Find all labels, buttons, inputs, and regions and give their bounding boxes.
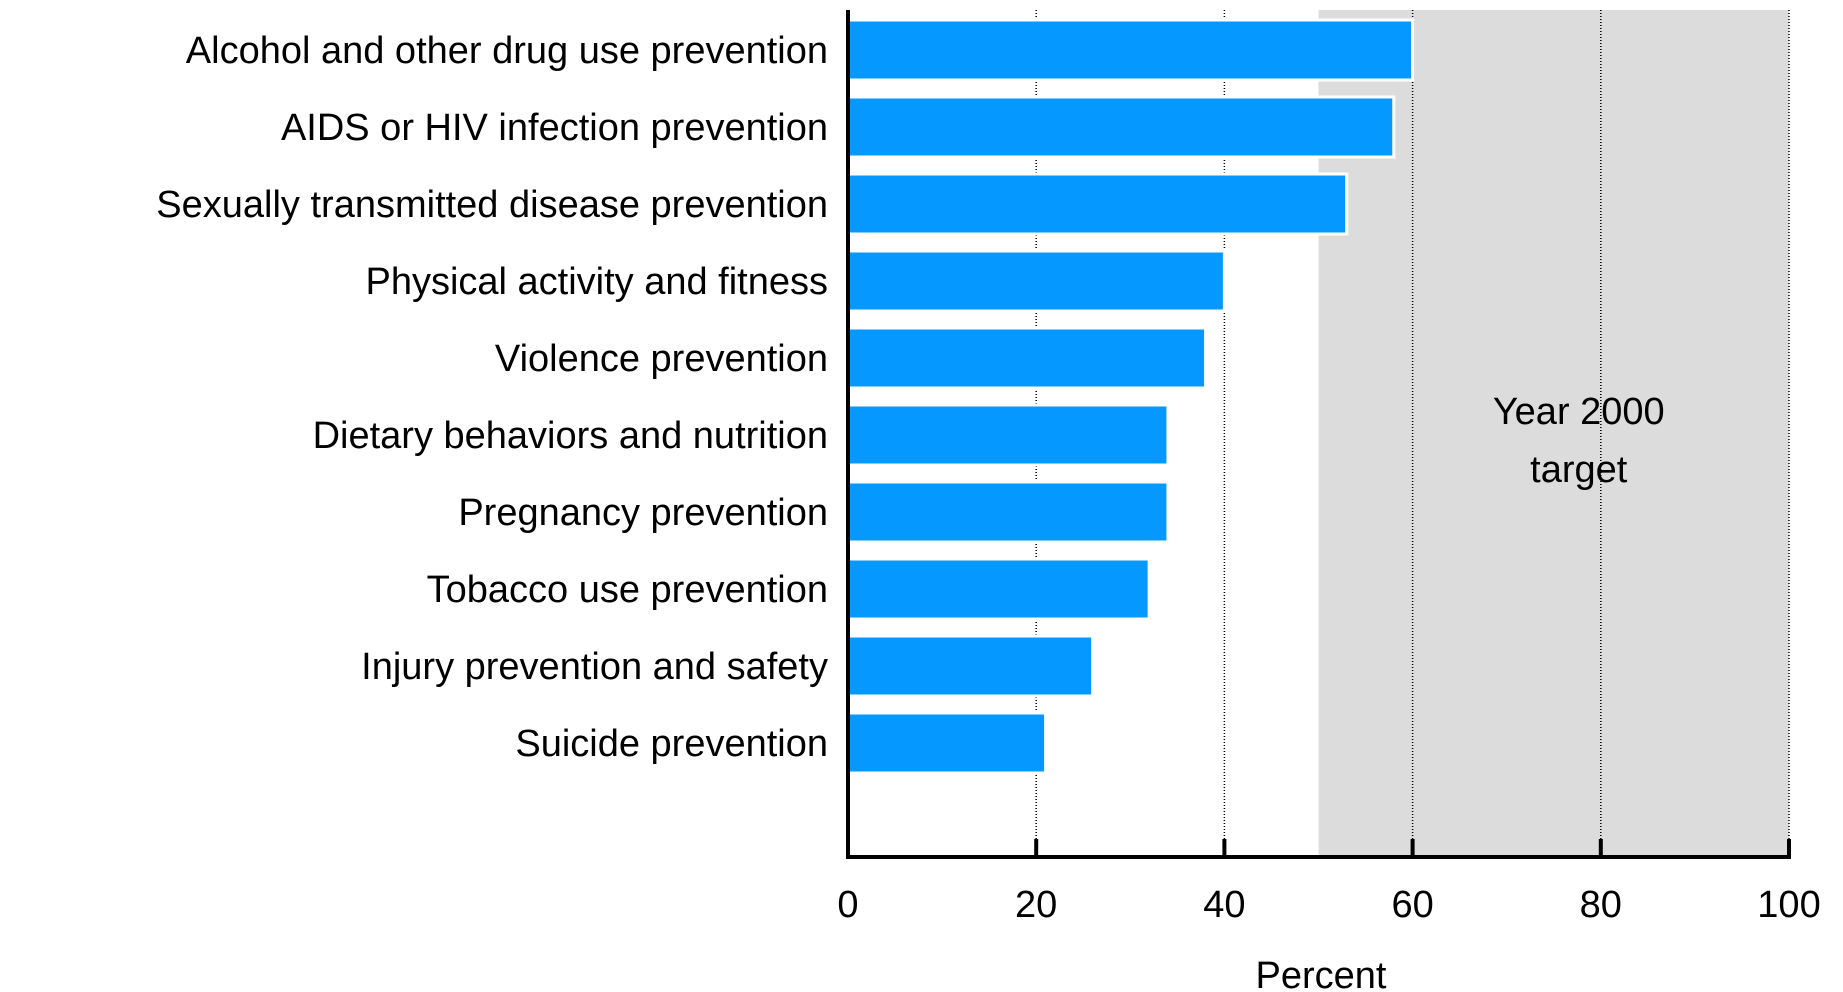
- bar: [846, 326, 1208, 390]
- target-region: [1318, 10, 1789, 857]
- tick-label: 100: [1757, 884, 1820, 926]
- bar: [846, 172, 1349, 236]
- category-label: Physical activity and fitness: [365, 261, 828, 303]
- tick-label: 0: [837, 884, 858, 926]
- category-label: Alcohol and other drug use prevention: [186, 30, 828, 72]
- category-label: Injury prevention and safety: [361, 646, 828, 688]
- target-label-line-2: target: [1530, 449, 1628, 491]
- tick-label: 40: [1203, 884, 1245, 926]
- category-label: Sexually transmitted disease prevention: [156, 184, 828, 226]
- tick-label: 80: [1580, 884, 1622, 926]
- target-label-line-1: Year 2000: [1493, 391, 1665, 433]
- bar: [846, 18, 1415, 82]
- category-label: Suicide prevention: [515, 723, 828, 765]
- category-label: Violence prevention: [495, 338, 828, 380]
- bar: [846, 403, 1170, 467]
- bar: [846, 95, 1396, 159]
- category-label: AIDS or HIV infection prevention: [281, 107, 828, 149]
- bar: [846, 711, 1048, 775]
- bar: [846, 557, 1151, 621]
- bar: [846, 249, 1226, 313]
- category-labels: Alcohol and other drug use prevention AID…: [156, 30, 828, 765]
- category-label: Dietary behaviors and nutrition: [313, 415, 828, 457]
- x-ticks: 0 20 40 60 80 100: [837, 839, 1821, 926]
- x-axis-title: Percent: [1256, 955, 1387, 992]
- bar: [846, 634, 1095, 698]
- bar: [846, 480, 1170, 544]
- category-label: Pregnancy prevention: [458, 492, 828, 534]
- tick-label: 20: [1015, 884, 1057, 926]
- bars-group: [846, 18, 1415, 775]
- tick-label: 60: [1391, 884, 1433, 926]
- category-label: Tobacco use prevention: [427, 569, 828, 611]
